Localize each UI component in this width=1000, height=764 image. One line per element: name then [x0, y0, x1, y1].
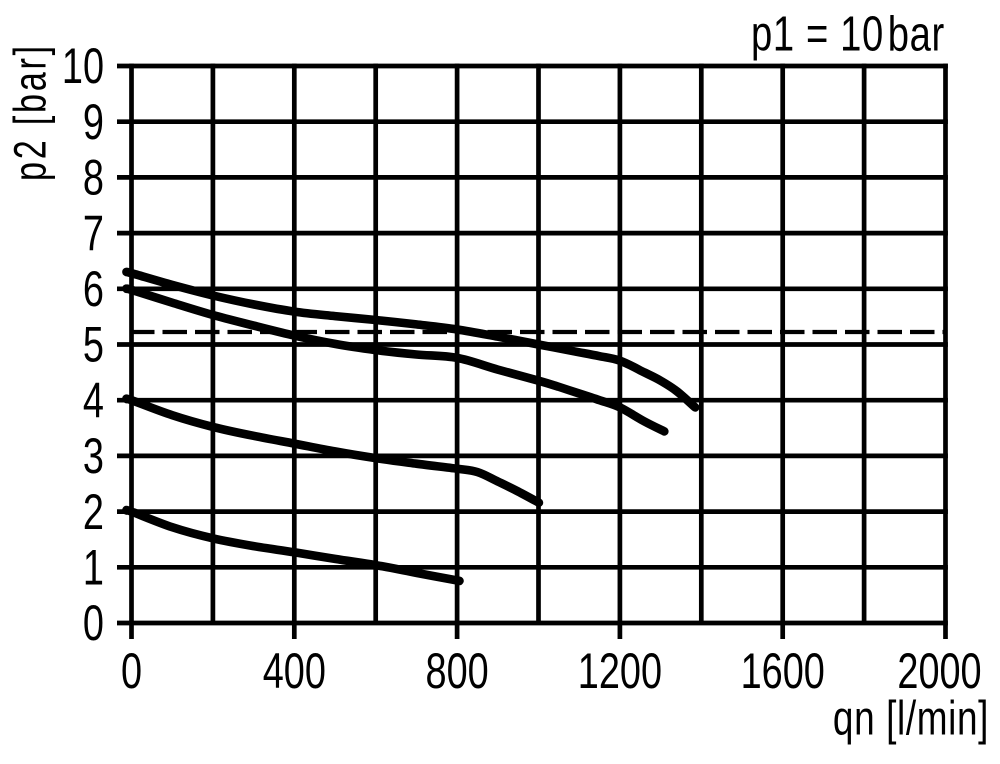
svg-text:7: 7 [83, 206, 104, 261]
svg-text:3: 3 [83, 429, 104, 484]
svg-text:6: 6 [83, 262, 104, 317]
svg-text:9: 9 [83, 95, 104, 150]
svg-text:p2 [bar]: p2 [bar] [6, 43, 56, 181]
svg-text:2: 2 [83, 485, 104, 540]
svg-text:1200: 1200 [578, 644, 662, 699]
svg-text:qn [l/min]: qn [l/min] [833, 692, 989, 746]
svg-text:1600: 1600 [741, 644, 825, 699]
svg-text:1: 1 [83, 540, 104, 595]
svg-text:800: 800 [426, 644, 489, 699]
svg-text:0: 0 [83, 596, 104, 651]
svg-text:400: 400 [263, 644, 326, 699]
svg-text:p1 = 10 bar: p1 = 10 bar [751, 7, 945, 62]
svg-text:0: 0 [121, 644, 142, 699]
svg-text:8: 8 [83, 150, 104, 205]
svg-text:10: 10 [62, 39, 104, 94]
svg-text:2000: 2000 [897, 644, 981, 699]
svg-text:4: 4 [83, 373, 104, 428]
svg-text:5: 5 [83, 318, 104, 373]
